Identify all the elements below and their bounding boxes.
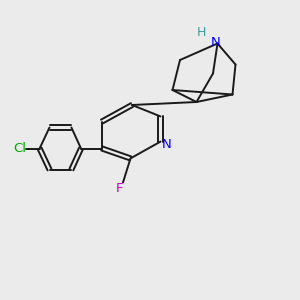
Text: H: H	[196, 26, 206, 39]
Text: N: N	[211, 36, 221, 50]
Text: F: F	[116, 182, 123, 196]
Text: Cl: Cl	[13, 142, 26, 155]
Text: N: N	[162, 138, 172, 151]
